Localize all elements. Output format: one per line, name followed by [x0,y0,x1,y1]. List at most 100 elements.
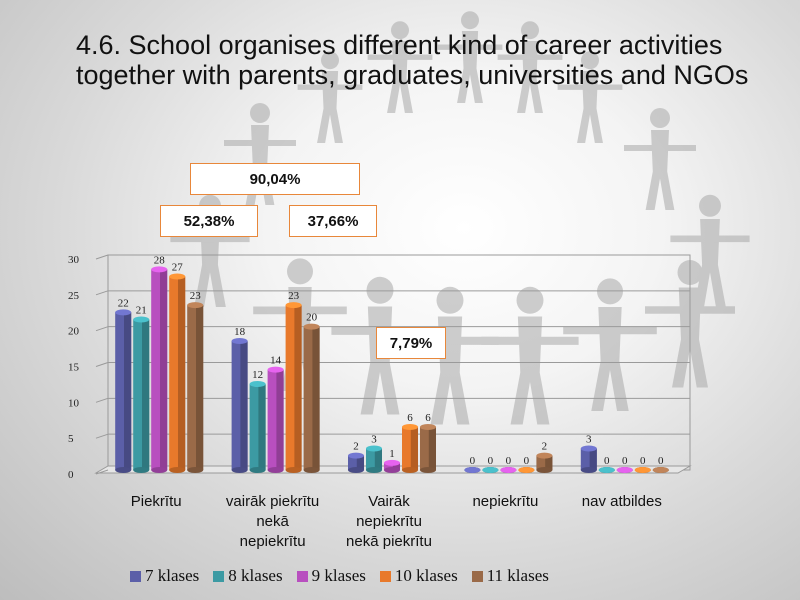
bar-base [580,467,597,473]
chart-legend: 7 klases 8 klases 9 klases 10 klases 11 klas… [130,566,650,586]
callout-agree: 52,38% [160,205,258,237]
x-category-label: Piekrītu [86,492,226,512]
bar-base [420,467,436,473]
y-tick-label: 10 [68,397,80,409]
bar-base [133,467,150,473]
x-category-label-line: nepiekrītu [472,493,539,510]
bar-base [249,467,266,473]
bar-shade [160,269,168,470]
data-label: 23 [190,290,202,302]
bar-7-klases-4 [580,445,597,473]
bar-7-klases-0 [115,309,132,473]
bar-11-klases-4 [652,467,669,473]
bar-top [303,323,320,330]
bar-base [285,467,302,473]
x-category-label-line: vairāk piekrītu [225,493,320,510]
bar-11-klases-0 [187,302,204,473]
x-category-label-line: nepiekrītu [239,533,306,550]
bar-base [402,467,418,473]
bar-shade [312,326,320,470]
bar-shade [545,455,553,470]
bars [115,266,669,473]
bar-top [598,467,615,473]
bar-shade [178,276,186,470]
bar-shade [428,427,436,470]
bar-8-klases-4 [598,467,615,473]
bar-top [267,366,284,373]
legend-swatch [379,570,391,582]
bar-11-klases-3 [536,452,553,473]
bar-9-klases-3 [500,467,517,473]
legend-item: 11 klases [471,566,549,586]
slide-title: 4.6. School organises different kind of … [76,30,749,90]
bar-top [285,302,302,309]
y-tick-label: 15 [68,362,80,374]
bar-top [348,452,364,459]
bar-9-klases-4 [616,467,633,473]
data-label: 14 [270,355,282,367]
bar-7-klases-1 [231,338,248,473]
legend-item: 9 klases [296,566,366,586]
y-tick-label: 5 [68,433,74,445]
bar-top [151,266,168,273]
data-label: 0 [470,455,476,467]
data-label: 0 [640,455,646,467]
bar-base [169,467,186,473]
bar-8-klases-2 [366,445,382,473]
bar-top [500,467,517,473]
data-label: 1 [389,448,395,460]
bar-shade [374,448,382,470]
bar-base [151,467,168,473]
x-category-label-line: nepiekrītu [356,513,422,530]
bar-10-klases-0 [169,273,186,473]
bar-shade [589,448,597,470]
bar-7-klases-2 [348,452,364,473]
bar-top [464,467,481,473]
bar-shade [196,305,204,470]
x-category-label-line: nekā [256,513,289,530]
bar-8-klases-0 [133,316,150,473]
bar-11-klases-2 [420,424,436,473]
bar-top [249,381,266,387]
data-label: 3 [371,434,377,446]
data-label: 18 [234,326,246,338]
bar-10-klases-3 [518,467,535,473]
x-category-label-line: nav atbildes [581,493,662,510]
legend-swatch [471,570,483,582]
data-label: 0 [488,455,494,467]
y-tick-label: 0 [68,469,74,481]
x-category-label: vairāk piekrītu nekā nepiekrītu [203,492,343,552]
x-category-label: Vairāk nepiekrītu nekā piekrītu [319,492,459,552]
data-label: 3 [586,434,592,446]
legend-item: 10 klases [379,566,458,586]
data-label: 27 [172,262,184,274]
data-label: 0 [604,455,610,467]
data-label: 0 [622,455,628,467]
callout-rather-disagree: 7,79% [376,327,446,359]
x-category-label-line: nekā piekrītu [346,533,432,550]
legend-swatch [296,570,308,582]
bar-top [231,338,248,344]
data-label: 6 [407,412,413,424]
bar-9-klases-2 [384,459,400,473]
bar-base [366,467,382,473]
bar-shade [142,319,150,470]
data-label: 22 [118,297,129,309]
callout-rather-agree: 37,66% [289,205,377,237]
bar-7-klases-3 [464,467,481,473]
legend-label: 11 klases [486,566,549,585]
bar-top [115,309,132,316]
legend-swatch [213,570,225,582]
legend-item: 7 klases [130,566,199,586]
bar-base [303,467,320,473]
y-tick-label: 25 [68,290,80,302]
bar-11-klases-1 [303,323,320,473]
bar-base [115,467,132,473]
bar-top [518,467,535,473]
legend-label: 8 klases [228,566,283,585]
legend-item: 8 klases [213,566,283,586]
gridline-depth [95,397,109,403]
callout-total: 90,04% [190,163,360,195]
gridline-depth [95,362,109,367]
